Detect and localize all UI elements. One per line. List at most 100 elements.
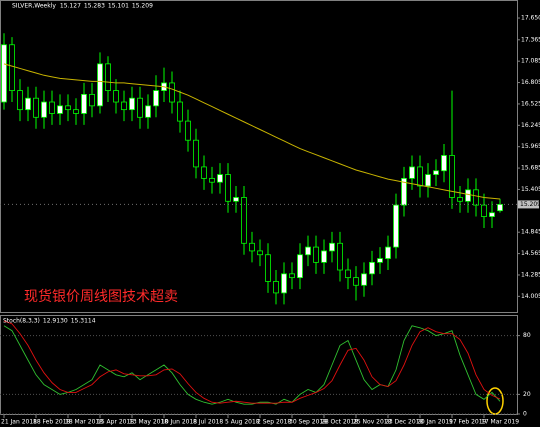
candle-body	[441, 155, 447, 172]
candle-body	[345, 269, 351, 279]
candle-body	[473, 189, 479, 206]
candle-body	[185, 120, 191, 141]
candle-body	[409, 166, 415, 179]
x-tick-label: 10 Jun 2018	[161, 419, 197, 426]
x-tick-label: 8 Jul 2018	[193, 419, 223, 426]
header-value: 15.101	[108, 3, 129, 10]
stoch-pane	[0, 315, 518, 415]
header-value: 15.283	[84, 3, 105, 10]
y-tick-label: 14.845	[521, 229, 540, 236]
x-tick-label: 2 Sep 2018	[257, 419, 291, 426]
x-tick-label: 25 Nov 2018	[353, 419, 392, 426]
candle-body	[145, 105, 151, 118]
x-tick-label: 18 Feb 2018	[33, 419, 71, 426]
candle-body	[241, 197, 247, 244]
highlight-ellipse	[486, 387, 504, 415]
candle-body	[337, 242, 343, 271]
chart-title: SILVER,Weekly	[12, 3, 56, 10]
stoch-value: 12.9130	[43, 318, 68, 325]
x-tick-label: 20 Jan 2019	[417, 419, 453, 426]
x-tick-label: 23 Dec 2018	[385, 419, 424, 426]
candle-body	[73, 109, 79, 114]
x-tick-label: 13 May 2018	[129, 419, 168, 426]
candle-body	[129, 97, 135, 111]
candle-body	[57, 105, 63, 114]
price-box-label: 15.209	[520, 201, 540, 208]
candle-body	[9, 44, 15, 91]
x-tick-label: 28 Oct 2018	[321, 419, 358, 426]
candle-body	[353, 277, 359, 286]
y-tick-label: 15.965	[521, 143, 540, 150]
header-value: 15.127	[60, 3, 81, 10]
y-tick-label: 16.245	[521, 122, 540, 129]
price-pane	[0, 0, 518, 313]
annotation: 现货银价周线图技术超卖	[24, 288, 178, 305]
y-tick-label: 14.565	[521, 250, 540, 257]
y-tick-label: 16.805	[521, 79, 540, 86]
x-tick-label: 30 Sep 2018	[289, 419, 327, 426]
stoch-line	[3, 320, 501, 404]
candle-body	[25, 97, 31, 111]
y-tick-label: 17.365	[521, 36, 540, 43]
candle-body	[313, 246, 319, 263]
candle-body	[33, 97, 39, 118]
candle-body	[257, 250, 263, 256]
candle-body	[465, 189, 471, 202]
candle-body	[433, 170, 439, 175]
candle-body	[153, 90, 159, 107]
candle-body	[393, 204, 399, 248]
candle-body	[361, 273, 367, 286]
candle-body	[137, 97, 143, 118]
x-tick-label: 17 Feb 2019	[449, 419, 487, 426]
candle-body	[169, 82, 175, 103]
candle-body	[113, 90, 119, 103]
y-tick-label: 17.085	[521, 58, 540, 65]
header-value: 15.209	[132, 3, 153, 10]
candle-body	[321, 250, 327, 263]
candle-body	[289, 273, 295, 279]
candle-body	[41, 101, 47, 118]
x-tick-label: 17 Mar 2019	[481, 419, 519, 426]
candle-body	[81, 93, 87, 114]
candle-body	[233, 197, 239, 202]
y-tick-label: 80	[523, 332, 531, 339]
candle-body	[273, 281, 279, 294]
candle-body	[457, 197, 463, 202]
candle-body	[193, 139, 199, 168]
candle-body	[89, 93, 95, 107]
y-tick-label: 14.005	[521, 293, 540, 300]
candle-body	[105, 63, 111, 91]
candle-body	[1, 44, 7, 103]
x-tick-label: 5 Aug 2018	[225, 419, 260, 426]
candle-body	[369, 261, 375, 275]
candle-body	[217, 174, 223, 183]
candle-body	[401, 177, 407, 206]
candle-body	[249, 242, 255, 252]
y-tick-label: 17.650	[521, 15, 540, 22]
candle-body	[377, 258, 383, 263]
stoch-line	[3, 325, 501, 405]
candle-body	[265, 254, 271, 282]
y-tick-label: 15.405	[521, 186, 540, 193]
candle-body	[425, 174, 431, 187]
candle-body	[17, 90, 23, 111]
candle-body	[121, 101, 127, 111]
y-tick-label: 16.525	[521, 100, 540, 107]
candle-body	[417, 166, 423, 187]
candle-body	[177, 101, 183, 122]
candle-body	[481, 204, 487, 217]
x-tick-label: 21 Jan 2018	[1, 419, 37, 426]
moving-average	[3, 63, 501, 200]
stoch-title: Stoch(8,3,3)	[3, 318, 40, 325]
candle-body	[489, 212, 495, 217]
y-tick-label: 0	[523, 411, 527, 418]
candle-body	[201, 166, 207, 179]
stoch-value: 15.3114	[71, 318, 96, 325]
candle-body	[281, 273, 287, 294]
candle-body	[49, 101, 55, 114]
candle-body	[385, 246, 391, 259]
price-box	[518, 200, 539, 209]
y-tick-label: 15.685	[521, 165, 540, 172]
candle-body	[209, 177, 215, 183]
